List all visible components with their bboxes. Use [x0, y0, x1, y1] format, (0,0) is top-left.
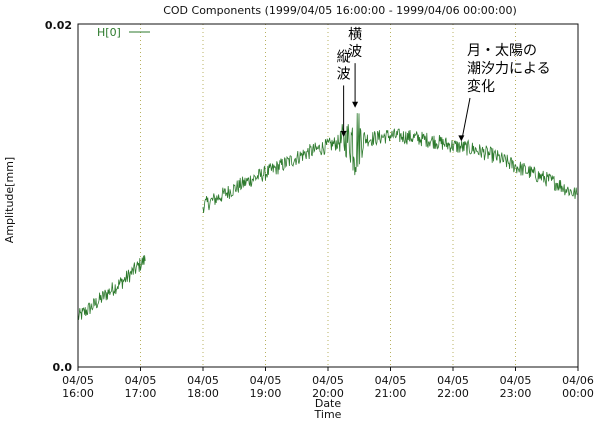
x-tick-label: 04/06 00:00	[562, 374, 594, 400]
x-ticks: 04/05 16:00 04/05 17:00 04/05 18:00 04/05 19:00…	[62, 367, 594, 400]
x-tick-label: 04/05 17:00	[125, 374, 157, 400]
annotation-label: 横波	[348, 27, 362, 60]
x-tick-label: 04/05 23:00	[500, 374, 532, 400]
series-line-segment	[77, 255, 146, 320]
series-h0-line	[77, 113, 578, 320]
x-tick-label: 04/05 18:00	[187, 374, 219, 400]
x-tick-label: 04/05 20:00	[312, 374, 344, 400]
y-tick-bottom: 0.0	[53, 361, 73, 374]
series-line-segment	[202, 113, 578, 214]
annotation: 縦波	[337, 49, 351, 137]
annotation-label: 縦波	[337, 49, 351, 82]
y-axis-label: Amplitude[mm]	[3, 157, 16, 243]
x-tick-label: 04/05 16:00	[62, 374, 94, 400]
annotation-arrowhead	[458, 135, 465, 142]
legend: H[0]	[97, 26, 150, 39]
chart-title: COD Components (1999/04/05 16:00:00 - 19…	[163, 4, 517, 17]
annotation-arrowhead	[352, 101, 359, 108]
annotation-arrow	[461, 97, 471, 138]
annotation: 月・太陽の潮汐力による変化	[458, 43, 551, 142]
x-tick-label: 04/05 19:00	[250, 374, 282, 400]
x-axis-label: Date Time	[314, 397, 342, 421]
annotation: 横波	[348, 27, 362, 108]
x-tick-label: 04/05 21:00	[375, 374, 407, 400]
y-tick-top: 0.02	[45, 19, 72, 32]
legend-label: H[0]	[97, 26, 121, 39]
annotation-label: 月・太陽の潮汐力による変化	[467, 43, 551, 95]
grid-lines	[140, 24, 516, 367]
x-tick-label: 04/05 22:00	[437, 374, 469, 400]
annotation-arrowhead	[340, 130, 347, 137]
